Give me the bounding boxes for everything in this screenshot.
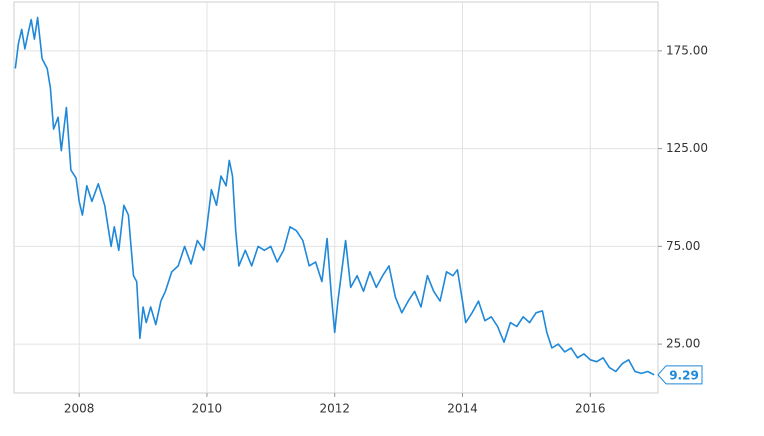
x-tick-label: 2008 xyxy=(64,402,95,416)
y-tick-label: 75.00 xyxy=(666,239,700,253)
x-tick-label: 2014 xyxy=(447,402,478,416)
plot-area xyxy=(13,1,659,394)
last-value-pointer xyxy=(657,365,703,385)
last-value-label: 9.29 xyxy=(669,368,699,382)
y-tick-label: 125.00 xyxy=(666,141,708,155)
x-tick-label: 2012 xyxy=(319,402,350,416)
line xyxy=(14,16,655,376)
x-tick-label: 2010 xyxy=(192,402,223,416)
x-tick-label: 2016 xyxy=(575,402,606,416)
y-tick-label: 175.00 xyxy=(666,43,708,57)
y-tick-label: 25.00 xyxy=(666,337,700,351)
